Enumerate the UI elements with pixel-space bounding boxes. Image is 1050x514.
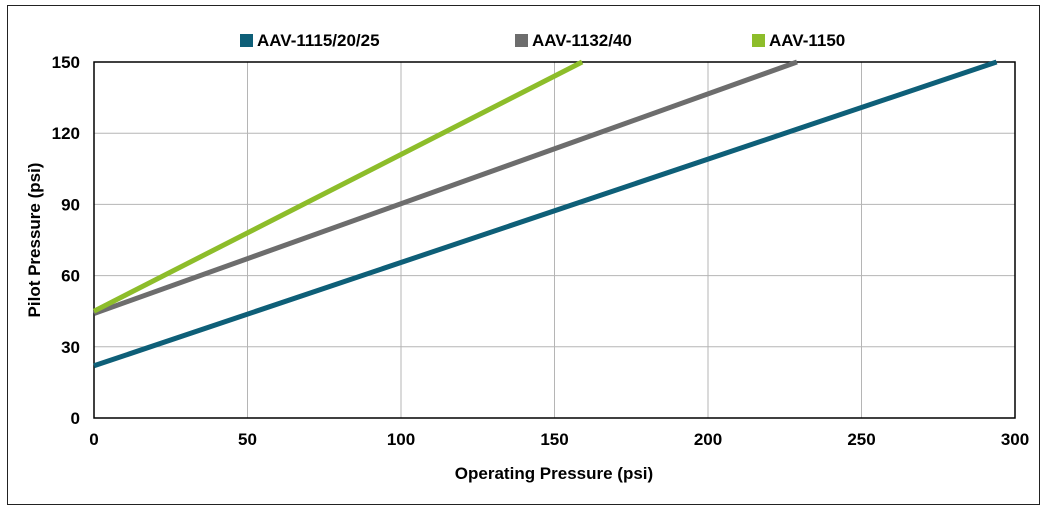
y-tick-label: 60 <box>61 267 80 286</box>
y-tick-label: 120 <box>52 124 80 143</box>
legend-swatch-3 <box>752 34 765 47</box>
y-tick-label: 90 <box>61 195 80 214</box>
legend-label-1: AAV-1115/20/25 <box>257 31 380 50</box>
plot-border <box>93 61 1016 419</box>
legend-swatch-2 <box>515 34 528 47</box>
series-line-2 <box>93 59 798 316</box>
x-tick-label: 250 <box>847 430 875 449</box>
legend: AAV-1115/20/25 AAV-1132/40 AAV-1150 <box>240 31 845 50</box>
legend-swatch-1 <box>240 34 253 47</box>
x-axis-ticks: 0 50 100 150 200 250 300 <box>89 430 1029 449</box>
legend-label-3: AAV-1150 <box>769 31 845 50</box>
x-tick-label: 0 <box>89 430 98 449</box>
x-tick-label: 50 <box>238 430 257 449</box>
y-tick-label: 0 <box>71 409 80 428</box>
y-tick-label: 150 <box>52 53 80 72</box>
series-line-1 <box>93 59 998 369</box>
y-axis-label: Pilot Pressure (psi) <box>25 163 44 318</box>
x-tick-label: 100 <box>387 430 415 449</box>
y-axis-ticks: 0 30 60 90 120 150 <box>52 53 80 428</box>
y-tick-label: 30 <box>61 338 80 357</box>
series-line-3 <box>92 59 584 314</box>
series-lines <box>92 59 998 369</box>
x-tick-label: 300 <box>1001 430 1029 449</box>
plot-area <box>93 61 1016 419</box>
legend-label-2: AAV-1132/40 <box>532 31 632 50</box>
chart-frame <box>7 5 1040 505</box>
x-tick-label: 200 <box>694 430 722 449</box>
x-tick-label: 150 <box>540 430 568 449</box>
x-axis-label: Operating Pressure (psi) <box>455 464 653 483</box>
